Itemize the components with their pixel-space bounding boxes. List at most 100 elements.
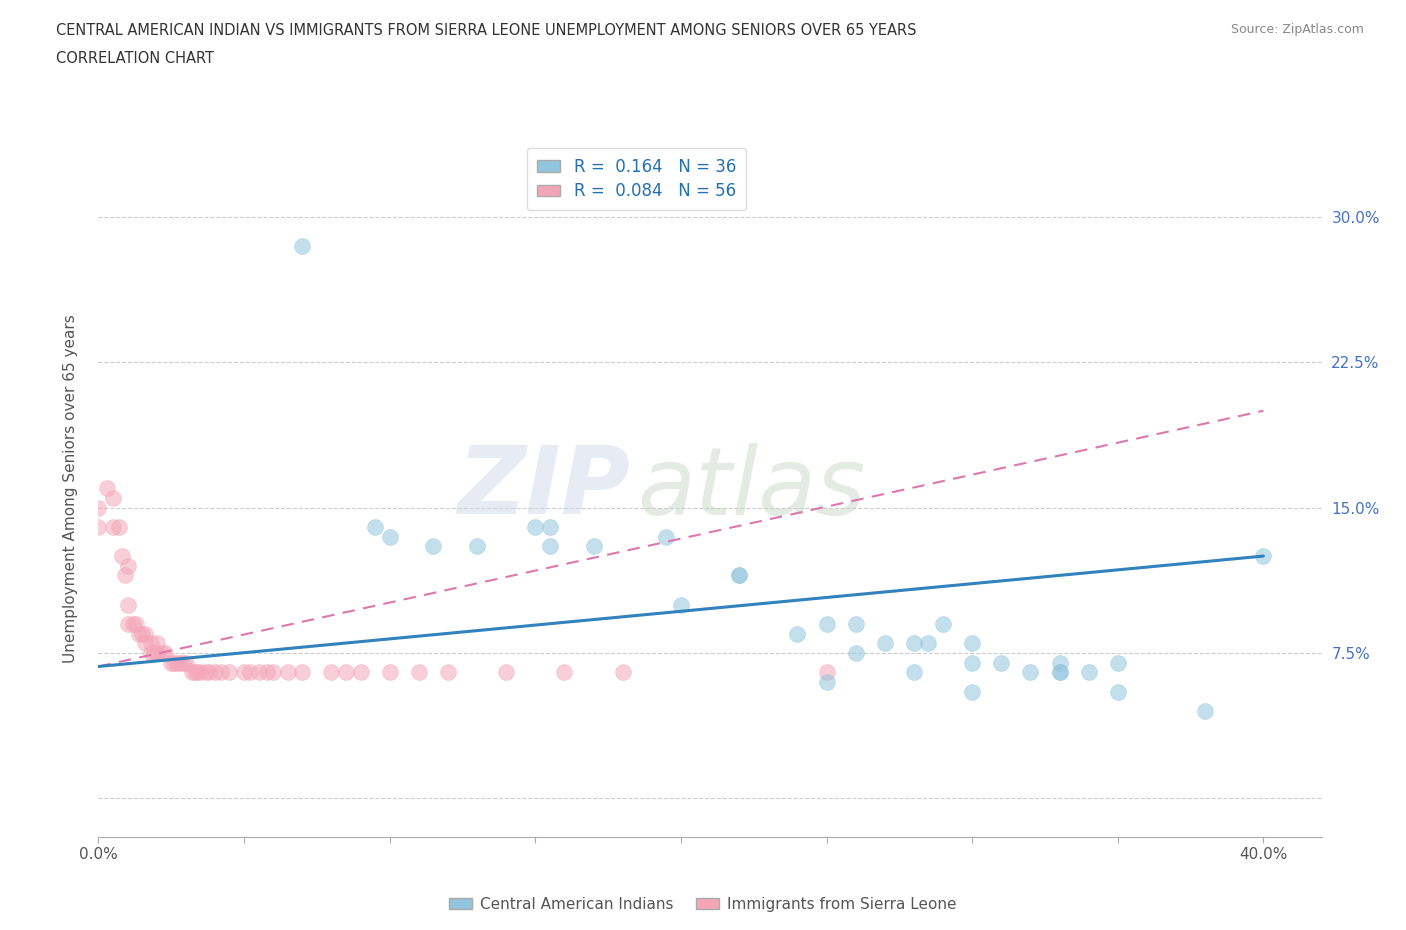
Point — [903, 665, 925, 680]
Point — [1107, 684, 1129, 699]
Point — [291, 239, 314, 254]
Point — [378, 529, 401, 544]
Point — [172, 656, 194, 671]
Point — [96, 481, 118, 496]
Point — [364, 520, 387, 535]
Point — [183, 665, 205, 680]
Point — [612, 665, 634, 680]
Point — [262, 665, 284, 680]
Point — [128, 626, 150, 641]
Point — [111, 549, 134, 564]
Point — [186, 665, 208, 680]
Point — [239, 665, 262, 680]
Point — [538, 539, 561, 554]
Point — [321, 665, 343, 680]
Point — [335, 665, 357, 680]
Point — [101, 520, 124, 535]
Point — [495, 665, 517, 680]
Point — [166, 656, 188, 671]
Point — [553, 665, 575, 680]
Point — [101, 490, 124, 505]
Point — [960, 636, 983, 651]
Point — [204, 665, 226, 680]
Point — [465, 539, 488, 554]
Point — [960, 656, 983, 671]
Point — [233, 665, 256, 680]
Point — [209, 665, 232, 680]
Point — [152, 645, 174, 660]
Point — [125, 617, 148, 631]
Point — [134, 636, 156, 651]
Point — [174, 656, 197, 671]
Legend: R =  0.164   N = 36, R =  0.084   N = 56: R = 0.164 N = 36, R = 0.084 N = 56 — [527, 148, 747, 210]
Point — [134, 626, 156, 641]
Point — [145, 636, 167, 651]
Point — [117, 617, 139, 631]
Point — [917, 636, 939, 651]
Text: CENTRAL AMERICAN INDIAN VS IMMIGRANTS FROM SIERRA LEONE UNEMPLOYMENT AMONG SENIO: CENTRAL AMERICAN INDIAN VS IMMIGRANTS FR… — [56, 23, 917, 38]
Point — [408, 665, 430, 680]
Point — [1049, 665, 1071, 680]
Point — [1194, 704, 1216, 719]
Point — [114, 568, 136, 583]
Point — [1077, 665, 1099, 680]
Point — [932, 617, 955, 631]
Point — [815, 674, 838, 689]
Point — [582, 539, 605, 554]
Point — [815, 617, 838, 631]
Point — [349, 665, 371, 680]
Point — [108, 520, 131, 535]
Point — [145, 645, 167, 660]
Point — [160, 656, 183, 671]
Point — [728, 568, 751, 583]
Point — [122, 617, 145, 631]
Point — [378, 665, 401, 680]
Text: atlas: atlas — [637, 443, 865, 534]
Point — [728, 568, 751, 583]
Point — [845, 617, 868, 631]
Text: Source: ZipAtlas.com: Source: ZipAtlas.com — [1230, 23, 1364, 36]
Point — [990, 656, 1012, 671]
Point — [1253, 549, 1275, 564]
Point — [1019, 665, 1042, 680]
Point — [169, 656, 191, 671]
Point — [247, 665, 270, 680]
Point — [437, 665, 460, 680]
Point — [188, 665, 212, 680]
Point — [960, 684, 983, 699]
Point — [873, 636, 896, 651]
Point — [1107, 656, 1129, 671]
Point — [198, 665, 221, 680]
Point — [139, 636, 162, 651]
Point — [538, 520, 561, 535]
Point — [845, 645, 868, 660]
Point — [117, 597, 139, 612]
Point — [155, 645, 177, 660]
Point — [524, 520, 547, 535]
Point — [139, 645, 162, 660]
Point — [422, 539, 444, 554]
Point — [786, 626, 808, 641]
Point — [903, 636, 925, 651]
Point — [117, 558, 139, 573]
Text: ZIP: ZIP — [457, 443, 630, 534]
Point — [256, 665, 278, 680]
Point — [655, 529, 678, 544]
Point — [1049, 665, 1071, 680]
Point — [87, 500, 110, 515]
Point — [163, 656, 186, 671]
Point — [195, 665, 218, 680]
Legend: Central American Indians, Immigrants from Sierra Leone: Central American Indians, Immigrants fro… — [443, 891, 963, 918]
Text: CORRELATION CHART: CORRELATION CHART — [56, 51, 214, 66]
Point — [815, 665, 838, 680]
Point — [180, 665, 202, 680]
Point — [131, 626, 153, 641]
Point — [1049, 656, 1071, 671]
Point — [142, 645, 165, 660]
Point — [218, 665, 240, 680]
Point — [87, 520, 110, 535]
Point — [277, 665, 299, 680]
Point — [669, 597, 692, 612]
Y-axis label: Unemployment Among Seniors over 65 years: Unemployment Among Seniors over 65 years — [63, 314, 77, 662]
Point — [291, 665, 314, 680]
